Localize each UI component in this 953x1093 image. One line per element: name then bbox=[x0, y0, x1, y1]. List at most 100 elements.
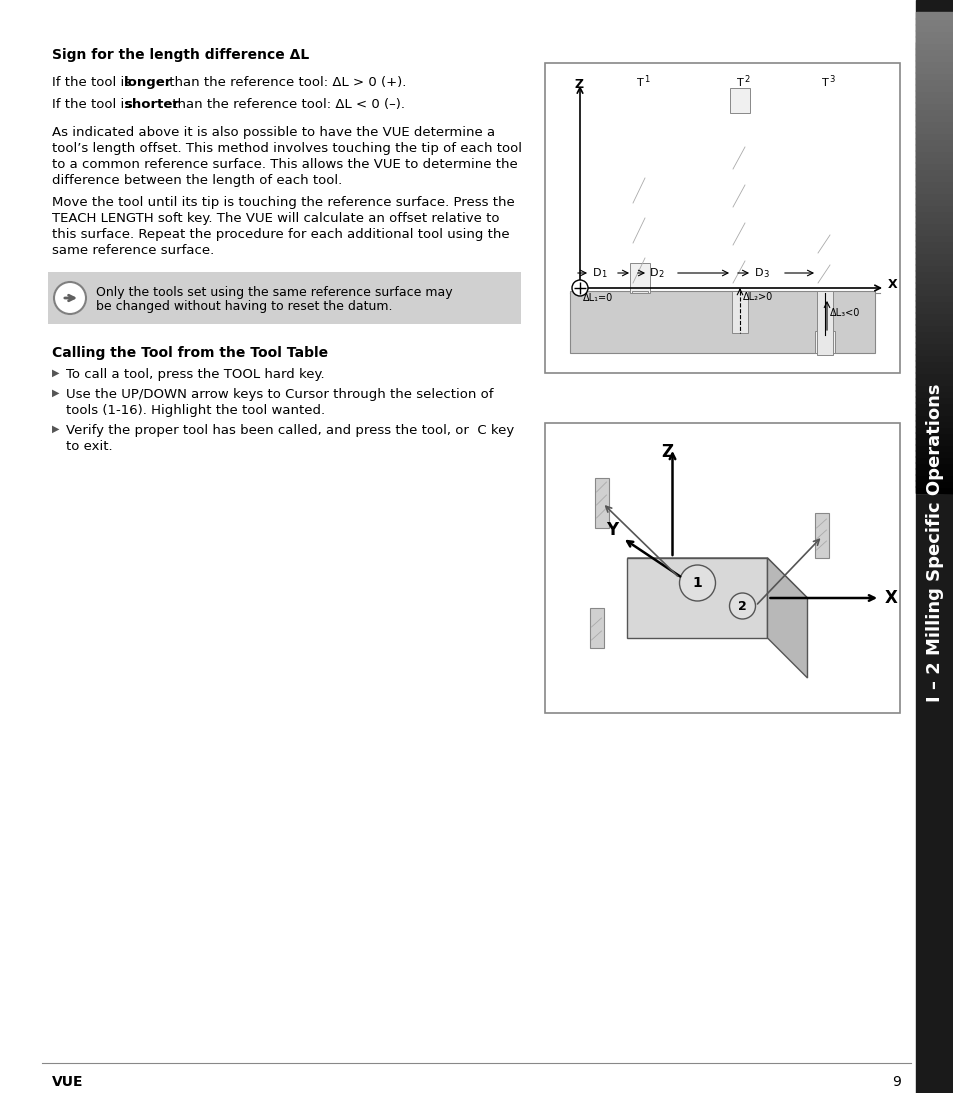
Bar bbox=[915, 318, 953, 325]
Bar bbox=[915, 138, 953, 145]
Bar bbox=[915, 84, 953, 91]
Bar bbox=[915, 162, 953, 169]
Polygon shape bbox=[767, 559, 806, 678]
Text: 2: 2 bbox=[658, 270, 662, 279]
Text: To call a tool, press the TOOL hard key.: To call a tool, press the TOOL hard key. bbox=[66, 368, 324, 381]
Bar bbox=[915, 66, 953, 73]
Bar bbox=[915, 287, 953, 295]
Bar bbox=[629, 263, 649, 293]
Text: T: T bbox=[821, 78, 827, 89]
Bar bbox=[915, 450, 953, 457]
Bar bbox=[915, 330, 953, 337]
Bar bbox=[595, 478, 609, 528]
Text: Verify the proper tool has been called, and press the tool, or  C key: Verify the proper tool has been called, … bbox=[66, 424, 514, 437]
Text: TEACH LENGTH soft key. The VUE will calculate an offset relative to: TEACH LENGTH soft key. The VUE will calc… bbox=[52, 212, 499, 225]
Text: If the tool is: If the tool is bbox=[52, 77, 135, 89]
Bar bbox=[915, 258, 953, 265]
Text: than the reference tool: ΔL < 0 (–).: than the reference tool: ΔL < 0 (–). bbox=[168, 98, 405, 111]
Bar bbox=[915, 24, 953, 31]
FancyBboxPatch shape bbox=[48, 272, 520, 324]
Bar bbox=[915, 354, 953, 361]
Bar bbox=[915, 192, 953, 199]
Bar bbox=[915, 299, 953, 307]
Text: 9: 9 bbox=[891, 1076, 900, 1089]
Bar bbox=[915, 294, 953, 301]
Bar bbox=[569, 291, 874, 353]
Text: 3: 3 bbox=[828, 75, 834, 84]
Bar bbox=[915, 444, 953, 451]
Bar bbox=[731, 291, 747, 333]
Text: this surface. Repeat the procedure for each additional tool using the: this surface. Repeat the procedure for e… bbox=[52, 228, 509, 240]
Bar bbox=[915, 414, 953, 421]
Bar bbox=[915, 120, 953, 127]
Bar bbox=[915, 277, 953, 283]
Bar bbox=[915, 306, 953, 313]
Text: Sign for the length difference ΔL: Sign for the length difference ΔL bbox=[52, 48, 309, 62]
Bar bbox=[815, 513, 828, 559]
Bar bbox=[915, 246, 953, 252]
Bar bbox=[915, 474, 953, 481]
Text: 3: 3 bbox=[762, 270, 767, 279]
Bar bbox=[915, 312, 953, 319]
Bar bbox=[915, 30, 953, 37]
Circle shape bbox=[679, 565, 715, 601]
Bar bbox=[915, 456, 953, 463]
Text: 1: 1 bbox=[600, 270, 605, 279]
Bar bbox=[915, 144, 953, 151]
Bar bbox=[915, 348, 953, 355]
Circle shape bbox=[729, 593, 755, 619]
Bar bbox=[729, 89, 749, 113]
Bar bbox=[915, 168, 953, 175]
Bar bbox=[915, 126, 953, 133]
Polygon shape bbox=[627, 559, 806, 598]
Text: VUE: VUE bbox=[52, 1076, 84, 1089]
Bar bbox=[915, 78, 953, 85]
Bar bbox=[915, 402, 953, 409]
Text: Z: Z bbox=[575, 78, 583, 91]
Bar bbox=[915, 480, 953, 487]
Text: Z: Z bbox=[660, 443, 673, 461]
Text: ΔL₃<0: ΔL₃<0 bbox=[829, 308, 860, 318]
Bar bbox=[814, 331, 834, 353]
Bar bbox=[915, 432, 953, 439]
Text: D: D bbox=[593, 268, 601, 278]
Bar bbox=[915, 486, 953, 493]
Text: longer: longer bbox=[124, 77, 172, 89]
Text: ▶: ▶ bbox=[52, 424, 59, 434]
Bar bbox=[915, 420, 953, 427]
Bar bbox=[915, 336, 953, 343]
Text: If the tool is: If the tool is bbox=[52, 98, 135, 111]
Text: Use the UP/DOWN arrow keys to Cursor through the selection of: Use the UP/DOWN arrow keys to Cursor thr… bbox=[66, 388, 493, 401]
Bar bbox=[915, 186, 953, 193]
Bar bbox=[915, 228, 953, 235]
Bar bbox=[915, 396, 953, 403]
Bar bbox=[915, 426, 953, 433]
Bar bbox=[915, 72, 953, 79]
Text: shorter: shorter bbox=[124, 98, 179, 111]
Text: be changed without having to reset the datum.: be changed without having to reset the d… bbox=[96, 299, 392, 313]
Text: tools (1-16). Highlight the tool wanted.: tools (1-16). Highlight the tool wanted. bbox=[66, 404, 325, 418]
Text: Calling the Tool from the Tool Table: Calling the Tool from the Tool Table bbox=[52, 346, 328, 360]
Bar bbox=[915, 384, 953, 391]
Text: than the reference tool: ΔL > 0 (+).: than the reference tool: ΔL > 0 (+). bbox=[165, 77, 406, 89]
Text: 2: 2 bbox=[743, 75, 748, 84]
Bar bbox=[915, 210, 953, 218]
Bar bbox=[915, 270, 953, 277]
Bar bbox=[915, 198, 953, 205]
Bar bbox=[915, 174, 953, 181]
Circle shape bbox=[572, 280, 587, 296]
Text: T: T bbox=[636, 78, 642, 89]
Bar bbox=[915, 17, 953, 25]
Bar bbox=[544, 423, 899, 713]
Bar bbox=[915, 96, 953, 103]
Bar bbox=[915, 204, 953, 211]
Text: ▶: ▶ bbox=[52, 368, 59, 378]
Text: X: X bbox=[884, 589, 897, 607]
Text: Only the tools set using the same reference surface may: Only the tools set using the same refere… bbox=[96, 286, 452, 299]
Bar bbox=[915, 60, 953, 67]
Text: ΔL₁=0: ΔL₁=0 bbox=[582, 293, 613, 303]
Bar bbox=[631, 291, 647, 293]
Text: Y: Y bbox=[606, 521, 618, 539]
Text: 2: 2 bbox=[738, 599, 746, 612]
Text: T: T bbox=[736, 78, 742, 89]
